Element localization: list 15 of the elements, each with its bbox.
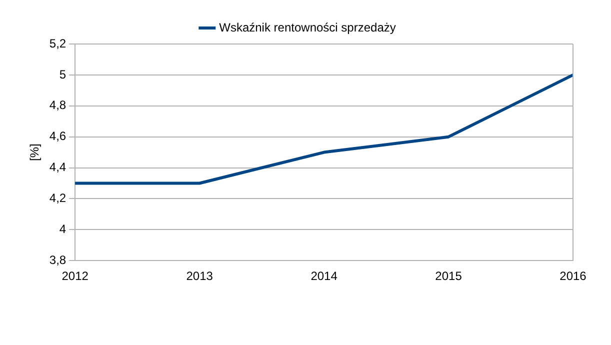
- y-tick-label: 4,8: [49, 98, 66, 112]
- y-tick-label: 3,8: [49, 252, 66, 267]
- x-tick-label: 2016: [560, 269, 587, 284]
- x-tick-label: 2015: [435, 269, 462, 284]
- y-tick-label: 4,6: [49, 129, 66, 144]
- y-tick-label: 4,4: [49, 160, 66, 174]
- y-tick-label: 4: [59, 222, 66, 236]
- x-tick-label: 2014: [310, 269, 338, 284]
- y-tick-label: 5: [59, 67, 66, 82]
- x-tick-label: 2012: [62, 269, 89, 284]
- y-tick-label: 5,2: [49, 36, 66, 50]
- y-axis-title: [%]: [28, 144, 42, 161]
- x-tick-label: 2013: [186, 269, 214, 284]
- legend-label: Wskaźnik rentowności sprzedaży: [219, 20, 396, 34]
- y-tick-label: 4,2: [49, 191, 66, 206]
